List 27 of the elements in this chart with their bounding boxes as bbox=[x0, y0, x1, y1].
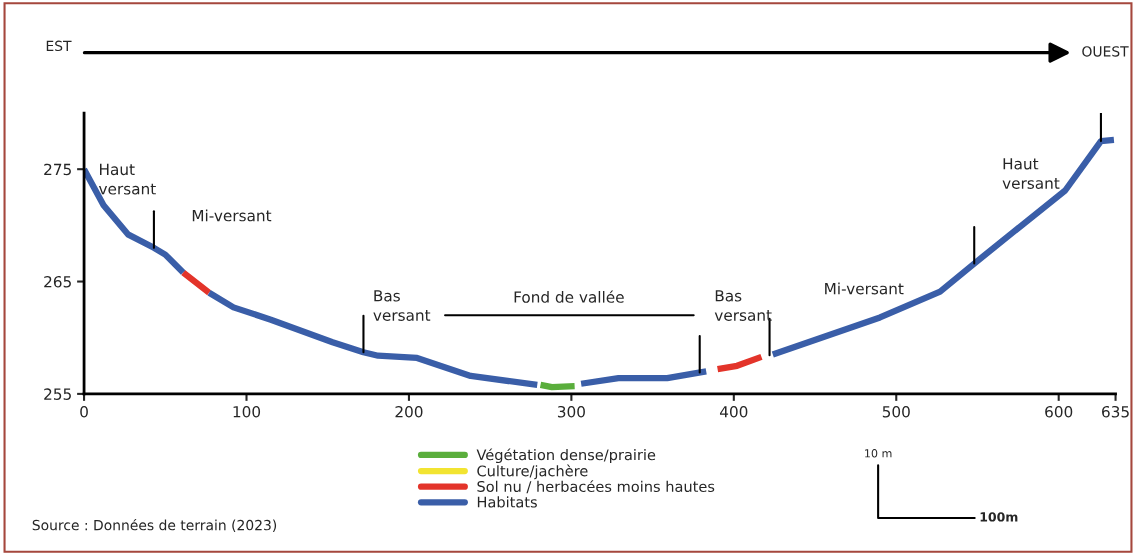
annotation: Haut versant bbox=[1002, 158, 1060, 189]
x-tick-label: 100 bbox=[233, 405, 261, 418]
text: OUEST bbox=[1082, 46, 1129, 57]
source-note: Source : Données de terrain (2023) bbox=[32, 519, 277, 532]
legend-label: Habitats bbox=[477, 496, 537, 508]
x-tick-label: 635 bbox=[1102, 405, 1129, 418]
x-tick-label: 600 bbox=[1045, 405, 1073, 418]
legend-label: Culture/jachère bbox=[477, 464, 588, 480]
annotation: Mi-versant bbox=[825, 282, 904, 295]
annotation: Mi-versant bbox=[192, 209, 272, 222]
legend-label: Végétation dense/prairie bbox=[476, 448, 656, 464]
x-tick-label: 500 bbox=[882, 405, 910, 418]
legend-label: Sol nu / herbacées moins hautes bbox=[477, 480, 715, 494]
x-tick-label: 0 bbox=[80, 405, 88, 418]
x-tick-label: 300 bbox=[557, 405, 585, 418]
annotation: Fond de vallée bbox=[514, 290, 624, 303]
text: 10 m bbox=[865, 449, 892, 458]
annotation: Haut versant bbox=[98, 163, 156, 195]
y-tick-label: 275 bbox=[44, 163, 71, 176]
y-tick-label: 265 bbox=[44, 276, 71, 288]
x-tick-label: 400 bbox=[719, 405, 748, 418]
x-tick-label: 200 bbox=[395, 405, 423, 418]
text: EST bbox=[46, 40, 72, 52]
annotation: Bas versant bbox=[373, 290, 431, 321]
annotation: Bas versant bbox=[714, 290, 772, 321]
y-tick-label: 255 bbox=[44, 388, 71, 400]
text: 100m bbox=[980, 512, 1018, 522]
